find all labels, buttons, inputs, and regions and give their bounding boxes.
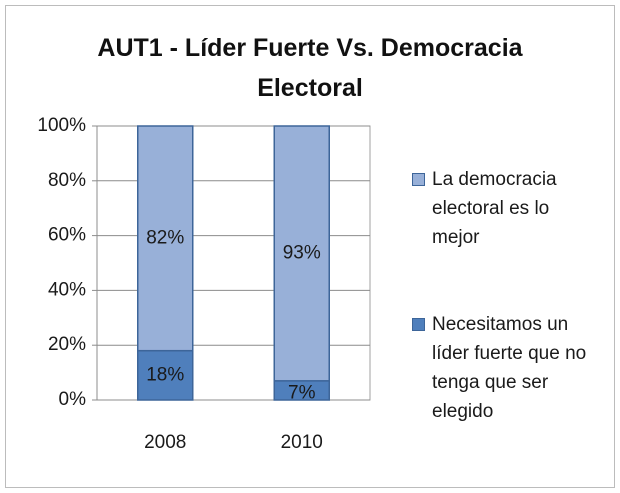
data-label: 18% bbox=[146, 364, 184, 385]
x-tick-label: 2010 bbox=[281, 432, 323, 453]
y-tick-label: 0% bbox=[59, 389, 87, 410]
bar-segment bbox=[137, 125, 194, 352]
legend-label: Necesitamos un líder fuerte que no tenga… bbox=[432, 314, 587, 422]
legend-item: La democracia electoral es lo mejor bbox=[412, 165, 602, 252]
legend-swatch bbox=[412, 173, 425, 186]
legend-label: La democracia electoral es lo mejor bbox=[432, 169, 557, 248]
legend-item: Necesitamos un líder fuerte que no tenga… bbox=[412, 310, 602, 426]
y-tick-label: 80% bbox=[48, 170, 86, 191]
data-label: 82% bbox=[146, 227, 184, 248]
bar-segment bbox=[137, 349, 194, 401]
data-label: 93% bbox=[283, 242, 321, 263]
y-tick-label: 60% bbox=[48, 225, 86, 246]
y-tick-label: 40% bbox=[48, 279, 86, 300]
chart-title: AUT1 - Líder Fuerte Vs. Democracia Elect… bbox=[97, 34, 523, 102]
y-tick-label: 100% bbox=[37, 115, 86, 136]
bar-segment bbox=[273, 125, 330, 382]
data-label: 7% bbox=[288, 382, 316, 403]
x-tick-label: 2008 bbox=[144, 432, 186, 453]
legend-swatch bbox=[412, 318, 425, 331]
y-tick-label: 20% bbox=[48, 334, 86, 355]
